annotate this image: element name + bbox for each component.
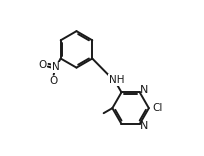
Text: O: O: [50, 76, 58, 86]
Text: NH: NH: [109, 75, 124, 85]
Text: O: O: [39, 60, 47, 70]
Text: N: N: [140, 121, 148, 131]
Text: Cl: Cl: [152, 103, 163, 113]
Text: N: N: [52, 62, 60, 72]
Text: N: N: [140, 85, 148, 95]
